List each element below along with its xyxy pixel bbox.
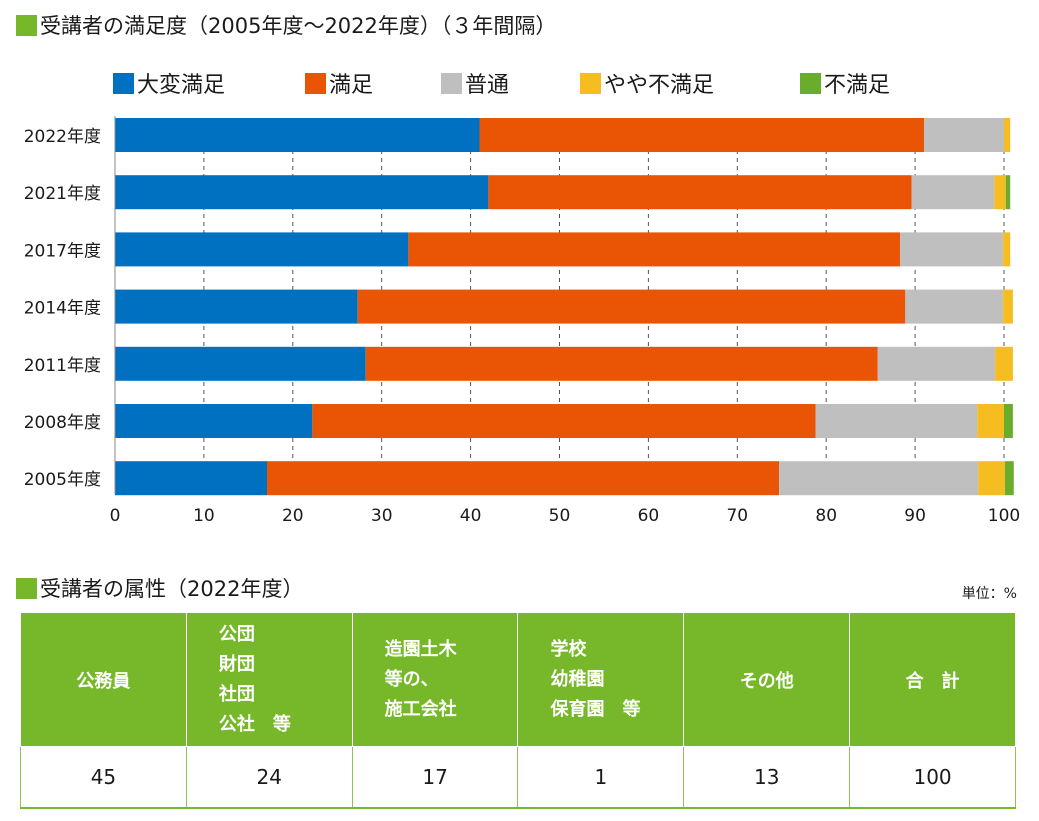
bar-1-1 [488, 175, 912, 210]
heading-marker-icon [16, 577, 37, 599]
header-other: その他 [683, 612, 851, 747]
value-school: 1 [517, 746, 685, 809]
x-tick-label-1: 10 [193, 506, 215, 526]
bar-1-0 [115, 175, 489, 210]
legend-label-1: 満足 [329, 73, 373, 98]
category-label-6: 2005年度 [24, 470, 101, 490]
bar-6-3 [978, 461, 1005, 496]
legend-label-4: 不満足 [824, 73, 890, 98]
bar-2-1 [408, 232, 900, 267]
category-label-5: 2008年度 [24, 413, 101, 433]
x-tick-label-3: 30 [371, 506, 393, 526]
bar-4-0 [115, 346, 366, 381]
header-total: 合 計 [849, 612, 1016, 747]
chart-heading: 受講者の満足度（2005年度〜2022年度）（３年間隔） [16, 10, 556, 40]
table-title: 受講者の属性（2022年度） [40, 577, 304, 601]
value-civil-servant: 45 [20, 746, 187, 809]
bar-5-2 [815, 404, 978, 438]
bar-2-3 [1003, 232, 1011, 267]
x-tick-label-8: 80 [815, 506, 837, 526]
legend-label-0: 大変満足 [137, 73, 225, 98]
table-value-row: 45 24 17 1 13 100 [20, 746, 1016, 809]
bar-3-1 [357, 289, 906, 324]
category-label-4: 2011年度 [24, 356, 101, 376]
legend-label-2: 普通 [465, 73, 509, 98]
table-heading: 受講者の属性（2022年度） [16, 573, 303, 603]
bar-3-3 [1003, 289, 1013, 324]
bar-6-4 [1004, 461, 1014, 496]
bar-1-4 [1005, 175, 1011, 210]
bar-0-1 [479, 118, 924, 152]
bar-5-0 [115, 404, 313, 438]
chart-title: 受講者の満足度（2005年度〜2022年度）（３年間隔） [40, 14, 557, 38]
x-tick-label-4: 40 [460, 506, 482, 526]
x-tick-label-9: 90 [904, 506, 926, 526]
bar-2-2 [899, 232, 1004, 267]
bar-4-1 [365, 346, 878, 381]
category-label-2: 2017年度 [24, 241, 101, 261]
bar-2-0 [115, 232, 409, 267]
legend-label-3: やや不満足 [604, 73, 714, 98]
bar-4-3 [995, 346, 1013, 381]
bar-5-1 [312, 404, 816, 438]
attributes-table: 公務員 公団 財団 社団 公社 等 造園土木 等の、 施工会社 学校 幼稚園 保… [20, 612, 1016, 809]
legend-swatch-0 [113, 73, 134, 94]
legend-swatch-3 [580, 73, 601, 94]
legend-swatch-2 [441, 73, 462, 94]
value-public-corporation: 24 [185, 746, 353, 809]
bar-5-3 [977, 404, 1004, 438]
category-label-0: 2022年度 [24, 127, 101, 147]
bar-0-0 [115, 118, 480, 152]
x-tick-label-5: 50 [549, 506, 571, 526]
bar-1-2 [911, 175, 995, 210]
header-school: 学校 幼稚園 保育園 等 [517, 612, 685, 747]
bar-5-4 [1004, 404, 1013, 438]
x-tick-label-10: 100 [988, 506, 1020, 526]
bar-1-3 [994, 175, 1006, 210]
bar-3-2 [905, 289, 1004, 324]
bar-6-1 [267, 461, 780, 496]
header-civil-servant: 公務員 [20, 612, 187, 747]
bar-4-2 [877, 346, 996, 381]
legend-swatch-4 [800, 73, 821, 94]
header-public-corporation: 公団 財団 社団 公社 等 [185, 612, 353, 747]
x-tick-label-0: 0 [110, 506, 121, 526]
bar-3-0 [115, 289, 358, 324]
bar-6-2 [779, 461, 979, 496]
category-label-1: 2021年度 [24, 184, 101, 204]
x-tick-label-7: 70 [726, 506, 748, 526]
header-construction-company: 造園土木 等の、 施工会社 [351, 612, 519, 747]
bar-0-2 [923, 118, 1004, 152]
heading-marker-icon [16, 14, 37, 36]
x-tick-label-6: 60 [638, 506, 660, 526]
category-label-3: 2014年度 [24, 299, 101, 319]
satisfaction-chart: 大変満足 満足 普通 やや不満足 不満足 2022年度 2021年度 2017年度 2014年度… [24, 73, 1020, 526]
value-total: 100 [849, 746, 1016, 809]
x-tick-label-2: 20 [282, 506, 304, 526]
table-header-row: 公務員 公団 財団 社団 公社 等 造園土木 等の、 施工会社 学校 幼稚園 保… [20, 612, 1016, 747]
bar-6-0 [115, 461, 268, 496]
value-other: 13 [683, 746, 851, 809]
legend-swatch-1 [305, 73, 326, 94]
bar-0-3 [1004, 118, 1011, 152]
value-construction-company: 17 [351, 746, 519, 809]
unit-label: 単位：% [961, 586, 1017, 602]
